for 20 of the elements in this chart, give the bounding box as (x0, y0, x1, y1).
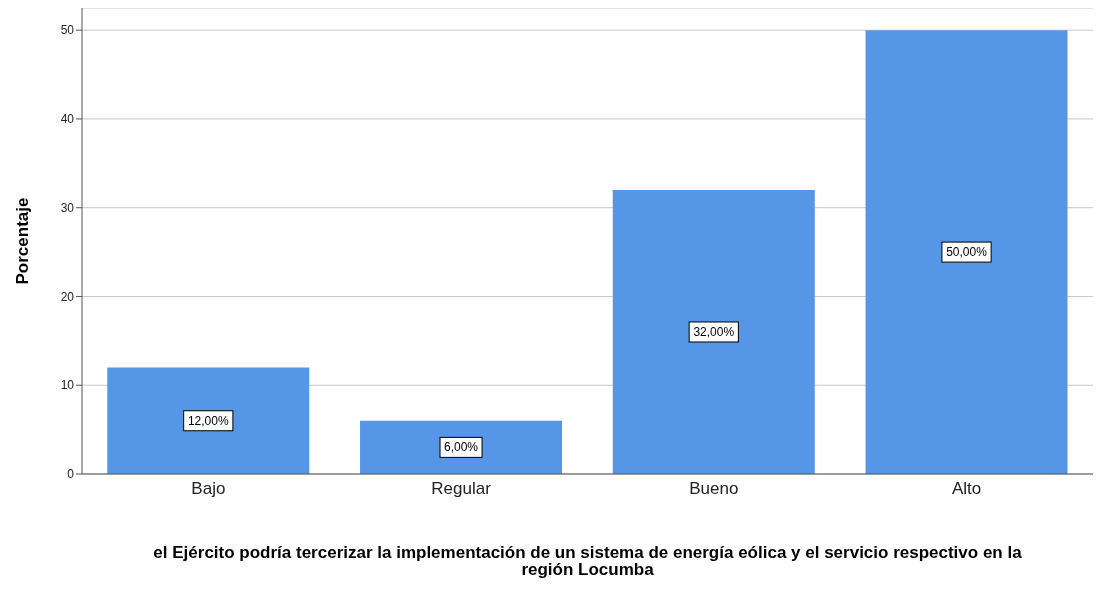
y-tick-label: 10 (60, 378, 75, 393)
data-label: 6,00% (444, 440, 479, 455)
x-tick-label: Bajo (191, 479, 226, 499)
bar (107, 367, 310, 474)
y-axis-title: Porcentaje (13, 197, 33, 285)
y-tick-label: 30 (60, 200, 75, 215)
data-label: 12,00% (187, 413, 229, 428)
bar (865, 30, 1068, 474)
x-axis-title: el Ejército podría tercerizar la implementación de un sistema de energía eólica y el servicio respectivo en la región Locumba (152, 543, 1023, 579)
data-label: 50,00% (946, 245, 988, 260)
y-tick-label: 40 (60, 112, 75, 127)
x-tick-label: Bueno (689, 479, 739, 499)
y-tick-label: 50 (60, 23, 75, 38)
x-tick-label: Regular (431, 479, 492, 499)
bar (612, 189, 815, 474)
y-tick-label: 20 (60, 289, 75, 304)
bar (360, 420, 563, 474)
y-tick-label: 0 (67, 467, 75, 482)
x-tick-label: Alto (951, 479, 982, 499)
data-label: 32,00% (693, 324, 735, 339)
